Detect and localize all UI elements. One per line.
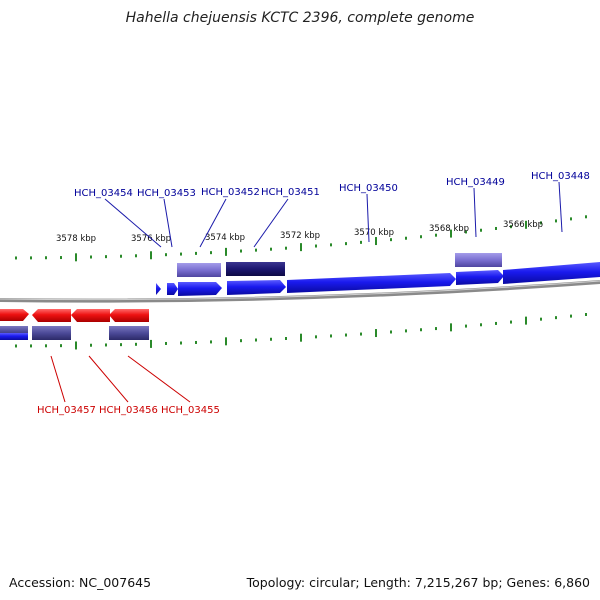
operon-boxes: [0, 253, 502, 340]
gene-label[interactable]: HCH_03454: [74, 188, 133, 199]
scale-label: 3578 kbp: [56, 234, 96, 244]
gene-label[interactable]: HCH_03451: [261, 187, 320, 198]
reverse-gene-arrow[interactable]: [32, 309, 71, 322]
operon-box[interactable]: [32, 326, 71, 340]
leader-line: [104, 198, 162, 248]
operon-box[interactable]: [455, 253, 502, 267]
leader-line: [50, 355, 66, 403]
scale-label: 3568 kbp: [429, 224, 469, 234]
forward-gene-arrow[interactable]: [456, 270, 504, 285]
map-title: Hahella chejuensis KCTC 2396, complete g…: [125, 10, 475, 26]
operon-box[interactable]: [0, 326, 28, 337]
gene-label[interactable]: HCH_03450: [339, 183, 398, 194]
forward-gene-arrow[interactable]: [287, 273, 456, 293]
leader-line: [163, 198, 173, 248]
gene-label[interactable]: HCH_03449: [446, 177, 505, 188]
forward-gene-labels: HCH_03454 HCH_03453 HCH_03452 HCH_03451 …: [74, 171, 590, 199]
forward-gene-arrow[interactable]: [156, 283, 161, 295]
reverse-leaders: [50, 355, 191, 403]
outer-tick-row: [15, 215, 587, 262]
operon-box[interactable]: [226, 262, 285, 276]
genome-backbone: [0, 280, 600, 303]
gene-label[interactable]: HCH_03452: [201, 187, 260, 198]
scale-labels: 3578 kbp 3576 kbp 3574 kbp 3572 kbp 3570…: [56, 220, 543, 244]
inner-tick-row: [15, 313, 587, 350]
gene-label[interactable]: HCH_03455: [161, 405, 220, 416]
genome-summary-text: Topology: circular; Length: 7,215,267 bp…: [246, 575, 590, 590]
scale-label: 3570 kbp: [354, 228, 394, 238]
gene-label[interactable]: HCH_03448: [531, 171, 590, 182]
leader-line: [127, 355, 191, 403]
reverse-gene-labels: HCH_03457 HCH_03456 HCH_03455: [37, 405, 220, 416]
label-leaders: [104, 181, 563, 248]
scale-label: 3572 kbp: [280, 231, 320, 241]
forward-genes: [0, 262, 600, 340]
gene-label[interactable]: HCH_03456: [99, 405, 158, 416]
reverse-genes: [0, 309, 149, 322]
scale-label: 3566 kbp: [503, 220, 543, 230]
leader-line: [199, 198, 227, 248]
genome-backbone-highlight: [0, 280, 600, 301]
reverse-gene-arrow[interactable]: [71, 309, 110, 322]
leader-line: [558, 181, 563, 233]
operon-box[interactable]: [109, 326, 149, 340]
leader-line: [473, 187, 477, 238]
scale-label: 3574 kbp: [205, 233, 245, 243]
leader-line: [88, 355, 129, 403]
forward-gene-arrow[interactable]: [227, 280, 286, 295]
gene-label[interactable]: HCH_03457: [37, 405, 96, 416]
operon-box[interactable]: [177, 263, 221, 277]
forward-gene-arrow[interactable]: [167, 283, 178, 295]
reverse-gene-arrow[interactable]: [0, 309, 29, 321]
leader-line: [366, 193, 370, 243]
forward-gene-arrow[interactable]: [178, 282, 222, 296]
accession-text: Accession: NC_007645: [9, 575, 152, 590]
gene-label[interactable]: HCH_03453: [137, 188, 196, 199]
leader-line: [253, 198, 289, 248]
forward-gene-arrow[interactable]: [503, 262, 600, 284]
reverse-gene-arrow[interactable]: [109, 309, 149, 322]
forward-gene-arrow[interactable]: [0, 333, 28, 340]
